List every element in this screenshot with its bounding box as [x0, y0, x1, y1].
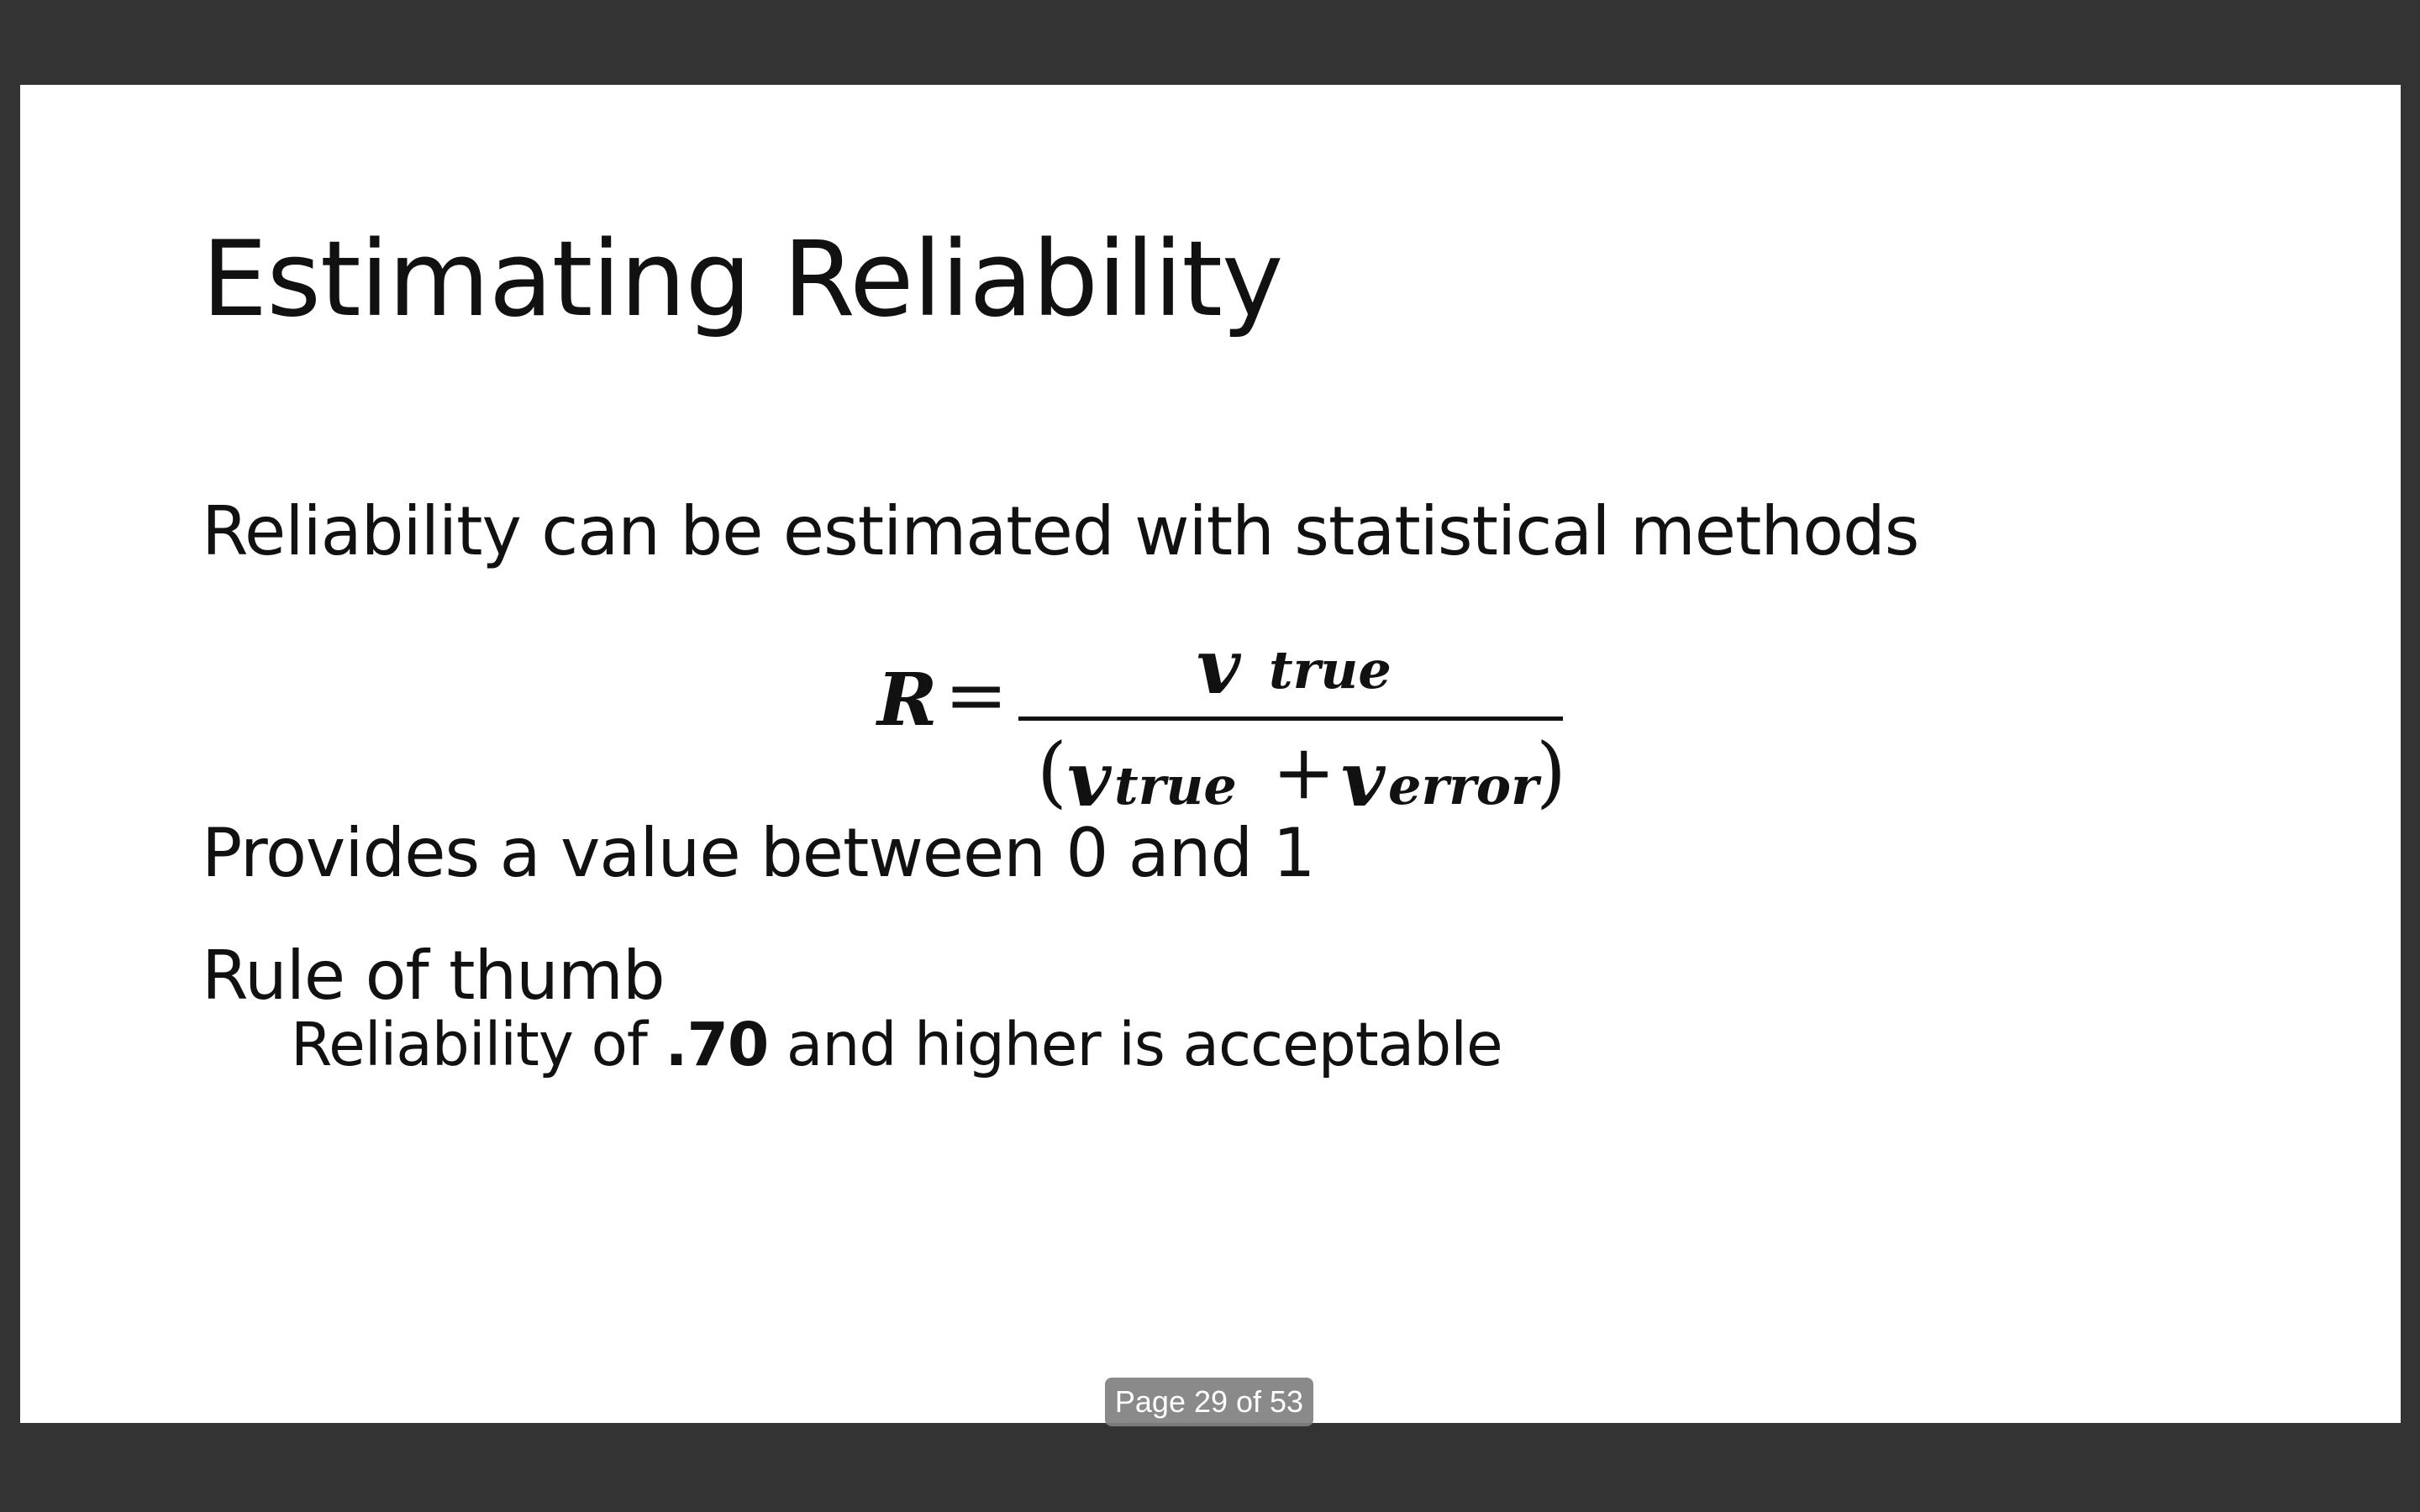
- formula-denominator-subscript-1: true: [1114, 755, 1237, 816]
- formula-equals: =: [944, 651, 1008, 739]
- formula-numerator-subscript: true: [1269, 639, 1392, 701]
- formula-lhs: R: [877, 658, 938, 743]
- formula-denominator-variable-2: v: [1341, 735, 1386, 824]
- formula-denominator-subscript-2: error: [1388, 755, 1539, 816]
- threshold-value: .70: [665, 1010, 769, 1079]
- slide-page: Estimating Reliability Reliability can b…: [20, 85, 2401, 1423]
- formula-fraction-bar: [1018, 717, 1563, 721]
- page-indicator: Page 29 of 53: [1105, 1378, 1313, 1426]
- formula-plus: +: [1272, 728, 1336, 816]
- sub-bullet-threshold: Reliability of .70 and higher is accepta…: [291, 1009, 1503, 1080]
- threshold-suffix: and higher is acceptable: [768, 1010, 1503, 1079]
- formula-open-paren: (: [1037, 727, 1067, 816]
- reliability-formula: R = v true ( v true + v error ): [860, 538, 1617, 841]
- formula-close-paren: ): [1536, 727, 1566, 816]
- bullet-rule-of-thumb: Rule of thumb: [202, 937, 666, 1015]
- slide-title: Estimating Reliability: [202, 219, 1283, 340]
- threshold-prefix: Reliability of: [291, 1010, 666, 1079]
- bullet-statistical-methods: Reliability can be estimated with statis…: [202, 492, 1919, 570]
- bullet-value-range: Provides a value between 0 and 1: [202, 814, 1316, 892]
- formula-numerator-variable: v: [1197, 622, 1241, 711]
- formula-denominator-variable-1: v: [1067, 735, 1112, 824]
